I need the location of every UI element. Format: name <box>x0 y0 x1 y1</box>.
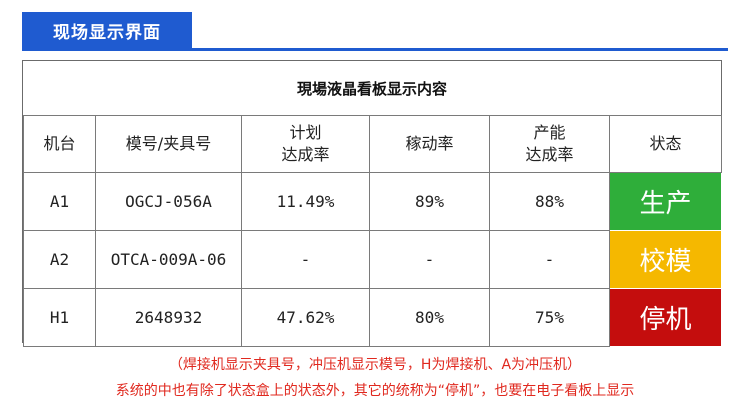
header-machine: 机台 <box>23 115 96 173</box>
cell-machine: H1 <box>23 288 96 347</box>
header-mold: 模号/夹具号 <box>95 115 242 173</box>
header-production-rate: 产能 达成率 <box>489 115 610 173</box>
table-row: A2 OTCA-009A-06 - - - 校模 <box>23 230 722 289</box>
table-header-row: 机台 模号/夹具号 计划 达成率 稼动率 产能 达成率 状态 <box>23 115 722 173</box>
cell-plan-rate: 11.49% <box>241 172 370 231</box>
cell-production-rate: 88% <box>489 172 610 231</box>
header-prod-line1: 产能 <box>533 123 566 142</box>
note-line-1: （焊接机显示夹具号，冲压机显示模号，H为焊接机、A为冲压机） <box>168 357 582 373</box>
header-plan-rate: 计划 达成率 <box>241 115 370 173</box>
status-badge: 停机 <box>609 288 722 347</box>
cell-mold: OTCA-009A-06 <box>95 230 242 289</box>
cell-mold: 2648932 <box>95 288 242 347</box>
header-plan-line1: 计划 <box>289 123 322 142</box>
status-badge: 校模 <box>609 230 722 289</box>
board-title: 現場液晶看板显示内容 <box>296 79 447 98</box>
cell-production-rate: - <box>489 230 610 289</box>
table-row: A1 OGCJ-056A 11.49% 89% 88% 生产 <box>23 172 722 231</box>
cell-plan-rate: 47.62% <box>241 288 370 347</box>
header-utilization: 稼动率 <box>369 115 490 173</box>
cell-machine: A1 <box>23 172 96 231</box>
cell-mold: OGCJ-056A <box>95 172 242 231</box>
header-plan-line2: 达成率 <box>281 145 330 164</box>
cell-utilization: - <box>369 230 490 289</box>
kanban-table: 机台 模号/夹具号 计划 达成率 稼动率 产能 达成率 状态 A1 OGCJ-0… <box>23 115 722 347</box>
banner-title: 现场显示界面 <box>53 22 161 43</box>
cell-utilization: 89% <box>369 172 490 231</box>
banner-divider <box>22 48 728 51</box>
screen-title-banner: 现场显示界面 <box>22 12 192 48</box>
cell-machine: A2 <box>23 230 96 289</box>
table-row: H1 2648932 47.62% 80% 75% 停机 <box>23 288 722 347</box>
status-badge: 生产 <box>609 172 722 231</box>
cell-plan-rate: - <box>241 230 370 289</box>
header-prod-line2: 达成率 <box>525 145 574 164</box>
cell-production-rate: 75% <box>489 288 610 347</box>
header-status: 状态 <box>609 115 722 173</box>
note-line-2: 系统的中也有除了状态盒上的状态外，其它的统称为“停机”，也要在电子看板上显示 <box>115 383 635 399</box>
cell-utilization: 80% <box>369 288 490 347</box>
kanban-board: 現場液晶看板显示内容 机台 模号/夹具号 计划 达成率 稼动率 产能 达成率 状… <box>22 60 722 347</box>
